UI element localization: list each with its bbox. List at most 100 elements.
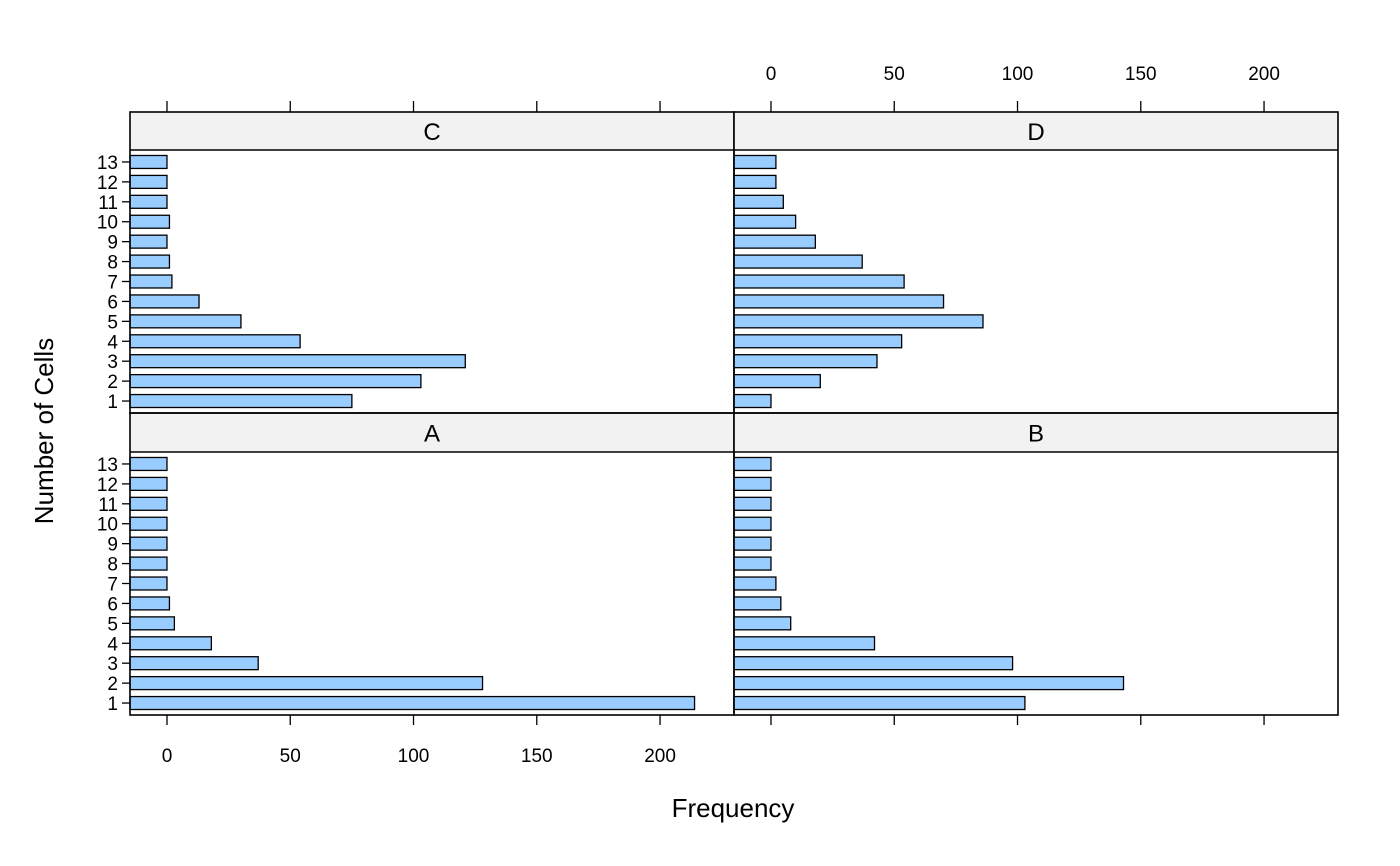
bar-c-4 bbox=[129, 334, 301, 349]
x-tick-label-bottom-left-200: 200 bbox=[644, 746, 676, 767]
bar-b-4 bbox=[733, 636, 876, 651]
bar-a-9 bbox=[129, 536, 168, 551]
strip-label-a: A bbox=[424, 421, 440, 448]
y-tick-label-c-7: 7 bbox=[107, 273, 118, 294]
bar-c-12 bbox=[129, 174, 168, 190]
bar-c-13 bbox=[129, 154, 168, 170]
bar-d-5 bbox=[733, 314, 984, 329]
bar-b-3 bbox=[733, 656, 1014, 671]
strip-label-d: D bbox=[1027, 119, 1044, 146]
bar-c-9 bbox=[129, 234, 168, 249]
bar-b-10 bbox=[733, 516, 772, 531]
x-tick-label-top-right-200: 200 bbox=[1248, 64, 1280, 85]
bar-b-5 bbox=[733, 616, 792, 631]
y-tick-label-a-8: 8 bbox=[107, 555, 118, 576]
bar-a-7 bbox=[129, 576, 168, 591]
y-tick-label-c-5: 5 bbox=[107, 312, 118, 333]
y-tick-label-c-13: 13 bbox=[97, 153, 118, 174]
bar-c-3 bbox=[129, 354, 466, 369]
bar-c-5 bbox=[129, 314, 242, 329]
y-tick-label-a-3: 3 bbox=[107, 654, 118, 675]
bar-d-10 bbox=[733, 214, 797, 229]
bar-d-9 bbox=[733, 234, 817, 249]
x-tick-label-bottom-left-0: 0 bbox=[162, 746, 173, 767]
strip-d bbox=[734, 112, 1338, 150]
bar-b-1 bbox=[733, 695, 1026, 711]
y-tick-label-c-3: 3 bbox=[107, 352, 118, 373]
bar-c-6 bbox=[129, 294, 200, 309]
bar-c-10 bbox=[129, 214, 171, 229]
bar-b-12 bbox=[733, 476, 772, 492]
bar-a-13 bbox=[129, 456, 168, 472]
y-tick-label-a-13: 13 bbox=[97, 455, 118, 476]
y-tick-label-c-11: 11 bbox=[98, 193, 118, 214]
y-tick-label-c-6: 6 bbox=[107, 292, 118, 313]
bar-a-10 bbox=[129, 516, 168, 531]
bar-a-6 bbox=[129, 596, 171, 611]
bar-d-3 bbox=[733, 354, 878, 369]
bar-a-8 bbox=[129, 556, 168, 571]
y-tick-label-a-12: 12 bbox=[97, 475, 118, 496]
strip-label-c: C bbox=[423, 119, 440, 146]
y-tick-label-c-4: 4 bbox=[107, 332, 118, 353]
bar-c-2 bbox=[129, 373, 422, 389]
bar-b-9 bbox=[733, 536, 772, 551]
x-axis-title: Frequency bbox=[672, 793, 795, 823]
y-tick-label-c-8: 8 bbox=[107, 253, 118, 274]
bar-b-7 bbox=[733, 576, 777, 591]
y-tick-label-a-11: 11 bbox=[98, 495, 118, 516]
y-tick-label-a-9: 9 bbox=[107, 535, 118, 556]
bar-c-8 bbox=[129, 254, 171, 269]
bar-a-2 bbox=[129, 675, 484, 691]
bar-d-1 bbox=[733, 393, 772, 409]
strip-c bbox=[130, 112, 734, 150]
bar-a-11 bbox=[129, 496, 168, 511]
bar-c-1 bbox=[129, 393, 353, 409]
x-tick-label-top-right-50: 50 bbox=[884, 64, 905, 85]
bar-d-11 bbox=[733, 194, 784, 209]
bar-d-13 bbox=[733, 154, 777, 170]
bar-b-2 bbox=[733, 675, 1125, 691]
x-tick-label-top-right-100: 100 bbox=[1002, 64, 1034, 85]
y-tick-label-a-1: 1 bbox=[107, 694, 118, 715]
bar-b-8 bbox=[733, 556, 772, 571]
y-tick-label-c-9: 9 bbox=[107, 233, 118, 254]
bar-a-5 bbox=[129, 616, 176, 631]
x-tick-label-top-right-150: 150 bbox=[1125, 64, 1157, 85]
bar-d-7 bbox=[733, 274, 905, 289]
y-tick-label-a-10: 10 bbox=[97, 515, 118, 536]
x-tick-label-top-right-0: 0 bbox=[766, 64, 777, 85]
y-tick-label-c-2: 2 bbox=[107, 372, 118, 393]
panel-border-d bbox=[733, 111, 1339, 414]
x-tick-label-bottom-left-50: 50 bbox=[280, 746, 301, 767]
y-axis-title: Number of Cells bbox=[29, 338, 59, 524]
bar-a-12 bbox=[129, 476, 168, 492]
bar-a-1 bbox=[129, 695, 696, 711]
y-tick-label-a-4: 4 bbox=[107, 634, 118, 655]
strip-label-b: B bbox=[1028, 421, 1044, 448]
panel-d: D bbox=[733, 111, 1339, 414]
bar-b-13 bbox=[733, 456, 772, 472]
y-tick-label-c-1: 1 bbox=[107, 392, 118, 413]
bar-d-8 bbox=[733, 254, 863, 269]
panel-b: B bbox=[733, 412, 1339, 716]
bar-a-3 bbox=[129, 656, 259, 671]
y-tick-label-a-6: 6 bbox=[107, 594, 118, 615]
y-tick-label-a-5: 5 bbox=[107, 614, 118, 635]
bar-c-11 bbox=[129, 194, 168, 209]
bar-b-6 bbox=[733, 596, 782, 611]
bar-c-7 bbox=[129, 274, 173, 289]
bar-b-11 bbox=[733, 496, 772, 511]
bar-d-12 bbox=[733, 174, 777, 190]
bar-d-2 bbox=[733, 373, 821, 389]
strip-b bbox=[734, 413, 1338, 452]
bar-a-4 bbox=[129, 636, 213, 651]
y-tick-label-c-12: 12 bbox=[97, 173, 118, 194]
x-tick-label-bottom-left-100: 100 bbox=[398, 746, 430, 767]
y-tick-label-a-7: 7 bbox=[107, 575, 118, 596]
bar-d-6 bbox=[733, 294, 945, 309]
